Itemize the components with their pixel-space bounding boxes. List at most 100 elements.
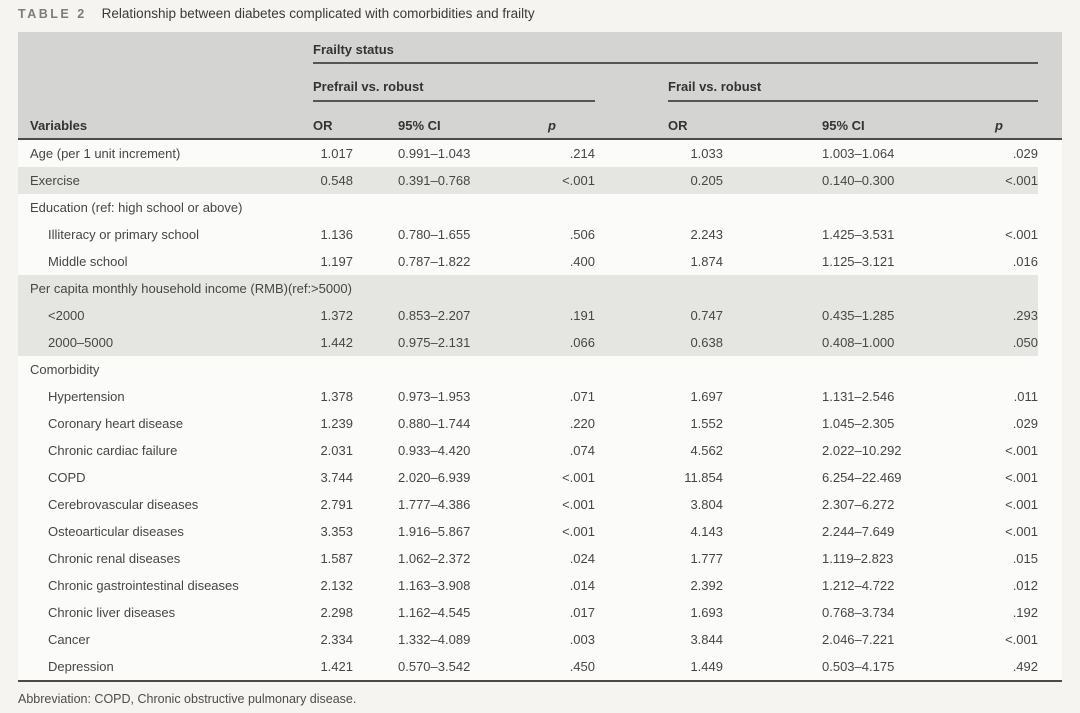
frail-p-value: .050 — [1012, 335, 1038, 350]
prefrail-or-value — [301, 275, 353, 302]
frail-ci-value: 0.768–3.734 — [822, 605, 895, 620]
prefrail-p-value — [545, 275, 595, 302]
prefrail-p-value — [545, 356, 595, 383]
prefrail-or-value — [301, 194, 353, 221]
frail-p-value — [963, 275, 1038, 302]
frail-or-value: 4.143 — [690, 524, 723, 539]
column-header-frail-p: p — [995, 118, 1003, 133]
frail-ci-value: 1.125–3.121 — [822, 254, 895, 269]
prefrail-or-value — [301, 356, 353, 383]
row-label: 2000–5000 — [48, 335, 114, 350]
prefrail-or-value: 1.442 — [320, 335, 353, 350]
frail-or-value: 11.854 — [684, 470, 723, 485]
prefrail-ci-value: 1.163–3.908 — [398, 578, 471, 593]
row-label: Cerebrovascular diseases — [48, 497, 199, 512]
frail-ci-value — [723, 194, 963, 221]
prefrail-p-value — [545, 194, 595, 221]
prefrail-p-value: <.001 — [562, 470, 595, 485]
row-label: Chronic cardiac failure — [48, 443, 178, 458]
frail-ci-value: 1.045–2.305 — [822, 416, 895, 431]
prefrail-p-value: .024 — [569, 551, 595, 566]
frail-or-value — [595, 275, 723, 302]
table-row: Coronary heart disease 1.239 0.880–1.744… — [18, 410, 1038, 437]
frail-ci-value: 1.003–1.064 — [822, 146, 895, 161]
prefrail-ci-value: 1.162–4.545 — [398, 605, 471, 620]
frail-ci-value: 2.022–10.292 — [822, 443, 902, 458]
table-title: Relationship between diabetes complicate… — [101, 6, 535, 21]
prefrail-ci-value: 0.391–0.768 — [398, 173, 471, 188]
prefrail-p-value: .074 — [569, 443, 595, 458]
frail-ci-value: 2.307–6.272 — [822, 497, 895, 512]
column-header-prefrail-ci: 95% CI — [398, 118, 441, 133]
row-label: Coronary heart disease — [48, 416, 184, 431]
frail-ci-value: 2.046–7.221 — [822, 632, 895, 647]
table-row: Cancer 2.334 1.332–4.089 .003 3.844 2.04… — [18, 626, 1038, 653]
data-table: Frailty status Prefrail vs. robust Frail… — [18, 32, 1062, 682]
prefrail-p-value: .017 — [569, 605, 595, 620]
frail-p-value: <.001 — [1005, 470, 1038, 485]
table-row: <2000 1.372 0.853–2.207 .191 0.747 0.435… — [18, 302, 1038, 329]
row-label: Cancer — [48, 632, 90, 647]
frail-ci-value: 1.425–3.531 — [822, 227, 895, 242]
row-label: Exercise — [30, 173, 80, 188]
header-rule-frail — [668, 100, 1038, 102]
prefrail-ci-value: 2.020–6.939 — [398, 470, 471, 485]
frail-ci-value: 2.244–7.649 — [822, 524, 895, 539]
prefrail-or-value: 2.334 — [320, 632, 353, 647]
prefrail-ci-value: 0.973–1.953 — [398, 389, 471, 404]
prefrail-ci-value — [353, 275, 545, 302]
prefrail-ci-value: 1.777–4.386 — [398, 497, 471, 512]
row-label: Middle school — [48, 254, 128, 269]
header-columns-row: Variables OR 95% CI p OR 95% CI p — [18, 112, 1038, 139]
frail-p-value: .016 — [1012, 254, 1038, 269]
frail-or-value: 1.874 — [690, 254, 723, 269]
row-label: Hypertension — [48, 389, 125, 404]
frail-or-value: 1.693 — [690, 605, 723, 620]
prefrail-p-value: .400 — [569, 254, 595, 269]
frail-or-value: 1.777 — [690, 551, 723, 566]
prefrail-ci-value: 1.332–4.089 — [398, 632, 471, 647]
frail-p-value: .192 — [1012, 605, 1038, 620]
frail-p-value: .011 — [1013, 389, 1038, 404]
prefrail-or-value: 1.239 — [320, 416, 353, 431]
row-label: Osteoarticular diseases — [48, 524, 184, 539]
prefrail-ci-value: 0.570–3.542 — [398, 659, 471, 674]
prefrail-p-value: .220 — [569, 416, 595, 431]
prefrail-ci-value: 1.062–2.372 — [398, 551, 471, 566]
frail-or-value: 0.747 — [690, 308, 723, 323]
prefrail-p-value: .506 — [569, 227, 595, 242]
prefrail-or-value: 1.017 — [320, 146, 353, 161]
table-row: Osteoarticular diseases 3.353 1.916–5.86… — [18, 518, 1038, 545]
table-footnote: Abbreviation: COPD, Chronic obstructive … — [18, 692, 357, 706]
header-rule-frailty — [313, 62, 1038, 64]
frail-p-value: <.001 — [1005, 497, 1038, 512]
prefrail-or-value: 1.197 — [320, 254, 353, 269]
prefrail-ci-value — [353, 194, 545, 221]
table-row: Middle school 1.197 0.787–1.822 .400 1.8… — [18, 248, 1038, 275]
prefrail-or-value: 1.372 — [320, 308, 353, 323]
frail-or-value: 1.449 — [690, 659, 723, 674]
prefrail-ci-value: 0.780–1.655 — [398, 227, 471, 242]
frail-or-value: 1.033 — [690, 146, 723, 161]
frail-p-value — [963, 194, 1038, 221]
prefrail-or-value: 3.744 — [320, 470, 353, 485]
prefrail-or-value: 3.353 — [320, 524, 353, 539]
frail-ci-value: 0.435–1.285 — [822, 308, 895, 323]
prefrail-ci-value: 1.916–5.867 — [398, 524, 471, 539]
table-row: Chronic gastrointestinal diseases 2.132 … — [18, 572, 1038, 599]
table-row: Hypertension 1.378 0.973–1.953 .071 1.69… — [18, 383, 1038, 410]
frail-p-value: .293 — [1012, 308, 1038, 323]
frail-or-value: 3.804 — [690, 497, 723, 512]
table-row: Illiteracy or primary school 1.136 0.780… — [18, 221, 1038, 248]
frail-p-value: <.001 — [1005, 227, 1038, 242]
prefrail-ci-value: 0.880–1.744 — [398, 416, 471, 431]
column-header-prefrail-or: OR — [313, 118, 333, 133]
row-label: Chronic liver diseases — [48, 605, 176, 620]
table-body: Age (per 1 unit increment) 1.017 0.991–1… — [18, 140, 1062, 682]
table-header: Frailty status Prefrail vs. robust Frail… — [18, 32, 1062, 140]
header-subgroup-prefrail: Prefrail vs. robust — [313, 79, 424, 94]
row-label: Comorbidity — [30, 362, 100, 377]
frail-p-value: .492 — [1012, 659, 1038, 674]
prefrail-p-value: .191 — [569, 308, 595, 323]
